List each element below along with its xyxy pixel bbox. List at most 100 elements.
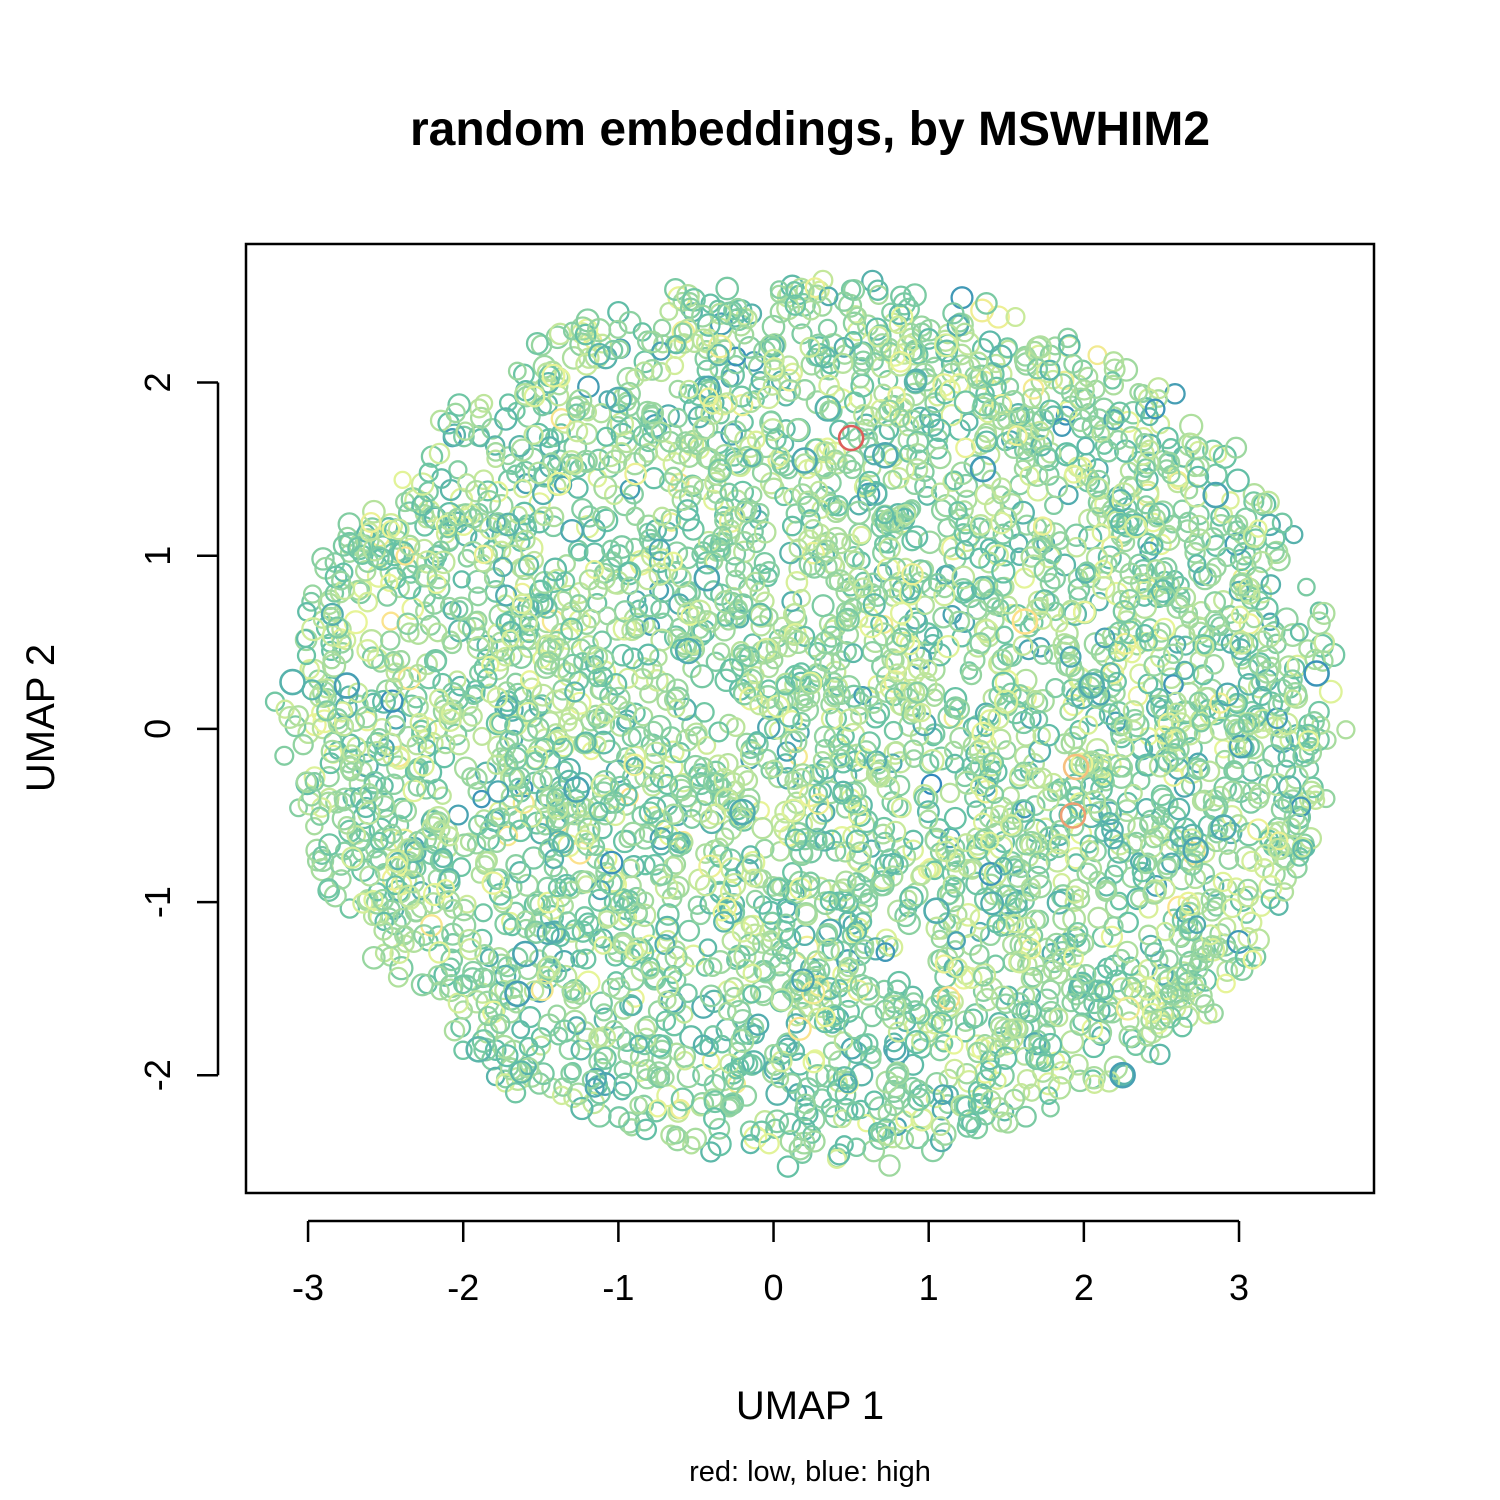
scatter-point [339, 756, 363, 780]
scatter-point [1254, 858, 1275, 879]
scatter-point [641, 401, 665, 425]
scatter-point [1064, 464, 1084, 484]
scatter-point [864, 937, 888, 961]
scatter-point [1114, 439, 1138, 463]
scatter-point [1180, 896, 1201, 917]
scatter-point [543, 858, 563, 878]
scatter-point [1227, 877, 1246, 896]
scatter-point [1249, 519, 1268, 538]
scatter-point [633, 445, 655, 468]
y-tick-label: -1 [137, 886, 178, 918]
scatter-point [621, 727, 642, 748]
scatter-point [657, 990, 677, 1010]
scatter-point [875, 403, 899, 427]
scatter-point [652, 1039, 673, 1060]
scatter-point [360, 511, 382, 534]
scatter-point [1296, 723, 1321, 748]
scatter-point [972, 392, 997, 417]
scatter-point [682, 1136, 701, 1155]
scatter-point [518, 1036, 539, 1057]
scatter-point [320, 602, 344, 626]
scatter-point [788, 972, 813, 997]
scatter-point [1289, 622, 1309, 642]
scatter-point [457, 548, 477, 568]
scatter-point [734, 412, 754, 432]
scatter-point [843, 643, 864, 664]
scatter-point [1060, 599, 1082, 621]
scatter-point [1292, 839, 1313, 860]
scatter-point [835, 607, 860, 632]
scatter-point [1103, 408, 1125, 431]
scatter-point [990, 477, 1012, 499]
scatter-point [473, 544, 494, 565]
scatter-point [1149, 1043, 1171, 1066]
scatter-point [864, 482, 888, 506]
scatter-point [461, 540, 485, 564]
scatter-point [978, 330, 1002, 353]
scatter-point [1209, 692, 1231, 714]
scatter-point [954, 1021, 976, 1043]
scatter-point [845, 780, 867, 803]
scatter-point [1069, 1014, 1092, 1036]
scatter-point [1212, 871, 1234, 893]
scatter-point [758, 561, 780, 583]
scatter-point [341, 846, 364, 869]
scatter-point [1011, 799, 1036, 823]
scatter-point [520, 597, 544, 621]
scatter-point [438, 708, 462, 732]
scatter-point [407, 777, 428, 797]
scatter-point [1201, 935, 1224, 957]
scatter-point [1045, 475, 1069, 499]
scatter-point [560, 617, 584, 641]
scatter-point [1154, 557, 1178, 580]
scatter-point [1103, 829, 1124, 850]
scatter-point [1149, 1008, 1172, 1031]
scatter-point [331, 642, 354, 665]
scatter-point [1175, 963, 1198, 986]
scatter-point [812, 296, 833, 317]
scatter-point [641, 617, 661, 636]
scatter-point [1039, 359, 1061, 381]
scatter-point [574, 449, 598, 474]
scatter-point [1247, 928, 1270, 952]
scatter-point [906, 430, 930, 454]
scatter-point [970, 575, 996, 600]
scatter-point [1052, 888, 1073, 908]
scatter-point [707, 343, 730, 367]
scatter-point [716, 392, 738, 414]
scatter-point [1122, 700, 1145, 722]
scatter-point [1125, 713, 1150, 738]
scatter-point [574, 323, 597, 346]
scatter-point [766, 877, 790, 902]
scatter-point [635, 1118, 658, 1141]
scatter-point [984, 784, 1005, 804]
scatter-point [852, 356, 872, 376]
scatter-point [751, 932, 773, 954]
scatter-point [587, 668, 607, 688]
scatter-point [1043, 1007, 1064, 1028]
scatter-point [316, 700, 338, 722]
scatter-point [727, 999, 751, 1024]
scatter-point [1054, 442, 1079, 467]
scatter-point [356, 639, 380, 662]
scatter-point [447, 670, 467, 690]
scatter-point [1188, 983, 1213, 1008]
scatter-point [546, 798, 569, 821]
scatter-point [969, 514, 992, 536]
scatter-point [720, 422, 744, 446]
scatter-point [1069, 719, 1090, 740]
scatter-point [1100, 925, 1124, 948]
scatter-point [574, 870, 597, 893]
scatter-point [736, 794, 760, 818]
scatter-point [1159, 838, 1180, 859]
scatter-point [930, 1011, 953, 1034]
scatter-point [457, 928, 482, 953]
scatter-point [854, 939, 875, 960]
scatter-point [605, 386, 632, 414]
scatter-point [305, 816, 324, 836]
scatter-point [321, 640, 342, 662]
scatter-point [1045, 677, 1066, 699]
scatter-point [560, 1063, 581, 1084]
scatter-point [351, 839, 375, 863]
y-tick-label: 2 [137, 373, 178, 393]
